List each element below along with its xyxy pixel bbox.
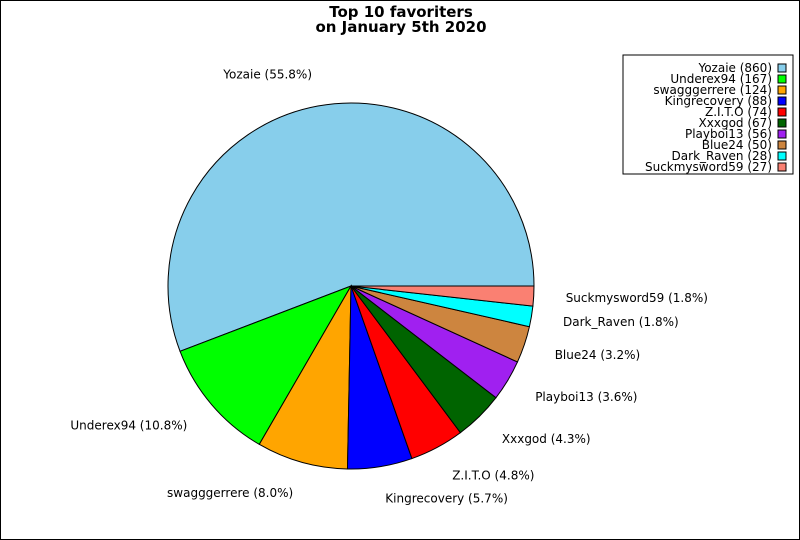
slice-label-blue24: Blue24 (3.2%): [555, 348, 641, 362]
slice-label-swagggerrere: swagggerrere (8.0%): [167, 486, 293, 500]
legend-label-z-i-t-o: Z.I.T.O (74): [705, 105, 772, 119]
slice-labels: Yozaie (55.8%) Underex94 (10.8%) swagggerr…: [70, 68, 708, 506]
slice-label-underex94: Underex94 (10.8%): [70, 418, 187, 432]
legend-label-underex94: Underex94 (167): [670, 72, 772, 86]
slice-label-playboi13: Playboi13 (3.6%): [535, 390, 637, 404]
pie-slice-underex94: [179, 285, 353, 446]
slice-label-dark-raven: Dark_Raven (1.8%): [563, 315, 679, 329]
legend-label-kingrecovery: Kingrecovery (88): [665, 94, 772, 108]
legend-swatch-underex94: [777, 74, 787, 84]
legend: Yozaie (860)Underex94 (167)swagggerrere …: [622, 54, 794, 175]
slice-label-yozaie: Yozaie (55.8%): [222, 68, 312, 82]
legend-label-xxxgod: Xxxgod (67): [699, 116, 772, 130]
slice-label-suckmysword59: Suckmysword59 (1.8%): [566, 291, 708, 305]
pie-slices: [167, 102, 535, 470]
legend-label-swagggerrere: swagggerrere (124): [653, 83, 772, 97]
slice-label-xxxgod: Xxxgod (4.3%): [502, 432, 591, 446]
chart-subtitle: on January 5th 2020: [315, 18, 486, 36]
slice-label-kingrecovery: Kingrecovery (5.7%): [385, 491, 508, 505]
legend-label-blue24: Blue24 (50): [702, 138, 772, 152]
legend-swatch-z-i-t-o: [777, 107, 787, 117]
legend-label-suckmysword59: Suckmysword59 (27): [645, 160, 772, 174]
chart-title: Top 10 favoriters: [329, 3, 473, 21]
legend-label-playboi13: Playboi13 (56): [685, 127, 772, 141]
legend-items: Yozaie (860)Underex94 (167)swagggerrere …: [645, 61, 787, 174]
legend-label-dark-raven: Dark_Raven (28): [672, 149, 772, 163]
pie-slice-suckmysword59: [350, 285, 535, 307]
pie-slice-swagggerrere: [258, 284, 352, 470]
legend-label-yozaie: Yozaie (860): [697, 61, 772, 75]
legend-swatch-swagggerrere: [777, 85, 787, 95]
legend-swatch-dark-raven: [777, 151, 787, 161]
legend-swatch-kingrecovery: [777, 96, 787, 106]
legend-swatch-suckmysword59: [777, 162, 787, 172]
legend-box: [622, 54, 794, 175]
legend-swatch-xxxgod: [777, 118, 787, 128]
legend-swatch-yozaie: [777, 63, 787, 73]
slice-label-z-i-t-o: Z.I.T.O (4.8%): [452, 469, 534, 483]
legend-swatch-blue24: [777, 140, 787, 150]
pie-slice-yozaie: [167, 102, 535, 352]
legend-swatch-playboi13: [777, 129, 787, 139]
